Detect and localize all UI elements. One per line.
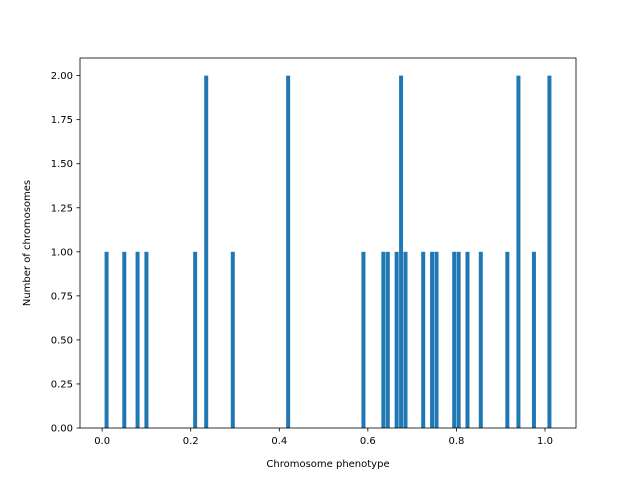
y-tick-label-1: 0.25 [51, 379, 73, 390]
bar-15 [430, 251, 435, 428]
bar-18 [456, 251, 461, 428]
y-tick-label-7: 1.75 [51, 115, 73, 126]
bar-6 [230, 251, 235, 428]
bar-4 [193, 251, 198, 428]
x-tick-label-3: 0.6 [360, 436, 376, 447]
bar-22 [516, 75, 521, 429]
bar-9 [381, 251, 386, 428]
bar-14 [421, 251, 426, 428]
bar-12 [399, 75, 404, 429]
bar-20 [478, 251, 483, 428]
bar-0 [104, 251, 109, 428]
bar-1 [122, 251, 127, 428]
y-tick-label-0: 0.00 [51, 424, 73, 435]
y-tick-label-6: 1.50 [51, 159, 73, 170]
x-tick-label-1: 0.2 [183, 436, 199, 447]
x-tick-label-0: 0.0 [94, 436, 110, 447]
bars-group [104, 75, 552, 429]
x-tick-label-4: 0.8 [448, 436, 464, 447]
bar-11 [394, 251, 399, 428]
bar-23 [531, 251, 536, 428]
bar-24 [547, 75, 552, 429]
y-tick-label-8: 2.00 [51, 71, 73, 82]
x-axis-ticks: 0.0 0.2 0.4 0.6 0.8 1.0 [94, 428, 553, 447]
x-tick-label-5: 1.0 [537, 436, 553, 447]
bar-7 [286, 75, 291, 429]
bar-17 [452, 251, 457, 428]
bar-10 [385, 251, 390, 428]
bar-5 [204, 75, 209, 429]
bar-16 [434, 251, 439, 428]
bar-21 [505, 251, 510, 428]
y-tick-label-3: 0.75 [51, 291, 73, 302]
plot-frame [79, 57, 577, 429]
bar-8 [361, 251, 366, 428]
bar-19 [465, 251, 470, 428]
y-tick-label-4: 1.00 [51, 247, 73, 258]
x-axis-label: Chromosome phenotype [266, 459, 389, 470]
x-tick-label-2: 0.4 [271, 436, 287, 447]
bar-3 [144, 251, 149, 428]
bar-13 [403, 251, 408, 428]
bar-2 [135, 251, 140, 428]
y-tick-label-5: 1.25 [51, 203, 73, 214]
y-axis-ticks: 0.00 0.25 0.50 0.75 1.00 1.25 1.50 1.75 2.00 [51, 71, 80, 435]
y-tick-label-2: 0.50 [51, 335, 73, 346]
y-axis-label: Number of chromosomes [22, 180, 33, 306]
